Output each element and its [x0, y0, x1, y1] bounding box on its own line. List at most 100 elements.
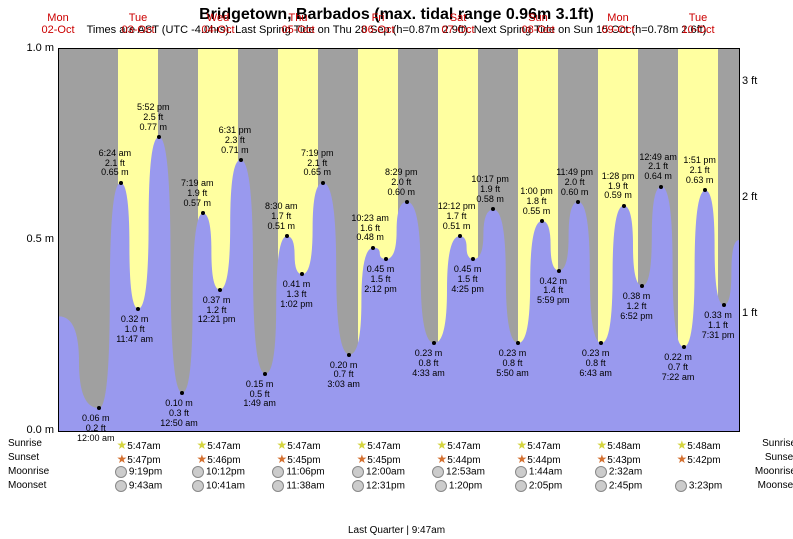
moonrise-label-left: Moonrise	[8, 466, 49, 477]
tide-label: 0.33 m1.1 ft7:31 pm	[702, 311, 735, 341]
moonrise-cell: 9:19pm	[101, 466, 176, 478]
sunrise-label-left: Sunrise	[8, 438, 42, 449]
tide-point	[321, 181, 325, 185]
tide-label: 12:12 pm1.7 ft0.51 m	[438, 202, 476, 232]
tide-point	[458, 234, 462, 238]
x-tick-day: Tue03-Oct	[108, 12, 168, 36]
tide-label: 0.38 m1.2 ft6:52 pm	[620, 292, 653, 322]
sunset-label-right: Sunset	[765, 452, 793, 463]
chart-footer: Last Quarter | 9:47am	[0, 525, 793, 536]
tide-label: 10:23 am1.6 ft0.48 m	[351, 214, 389, 244]
sunrise-cell: ★5:47am	[261, 438, 336, 452]
x-tick-day: Sat07-Oct	[428, 12, 488, 36]
sunset-cell: ★5:44pm	[421, 452, 496, 466]
tide-label: 0.20 m0.7 ft3:03 am	[327, 361, 360, 391]
moonset-cell: 2:05pm	[501, 480, 576, 492]
moonset-cell: 10:41am	[181, 480, 256, 492]
x-tick-day: Mon02-Oct	[28, 12, 88, 36]
sunset-cell: ★5:45pm	[261, 452, 336, 466]
tide-label: 6:31 pm2.3 ft0.71 m	[219, 126, 252, 156]
sunrise-cell: ★5:47am	[421, 438, 496, 452]
moonset-cell: 9:43am	[101, 480, 176, 492]
moonset-cell: 3:23pm	[661, 480, 736, 492]
sunset-cell: ★5:47pm	[101, 452, 176, 466]
tide-label: 8:30 am1.7 ft0.51 m	[265, 202, 298, 232]
tide-point	[218, 288, 222, 292]
tide-label: 7:19 am1.9 ft0.57 m	[181, 179, 214, 209]
tide-point	[557, 269, 561, 273]
tide-point	[622, 204, 626, 208]
tide-label: 7:19 pm2.1 ft0.65 m	[301, 149, 334, 179]
tide-label: 8:29 pm2.0 ft0.60 m	[385, 168, 418, 198]
x-tick-day: Fri06-Oct	[348, 12, 408, 36]
y-tick-left: 0.0 m	[24, 424, 54, 436]
tide-label: 0.23 m0.8 ft5:50 am	[496, 349, 529, 379]
tide-label: 0.45 m1.5 ft4:25 pm	[451, 265, 484, 295]
tide-point	[576, 200, 580, 204]
sunrise-cell: ★5:47am	[341, 438, 416, 452]
x-tick-day: Mon09-Oct	[588, 12, 648, 36]
tide-label: 10:17 pm1.9 ft0.58 m	[471, 175, 509, 205]
sunrise-cell: ★5:47am	[501, 438, 576, 452]
moonset-cell: 12:31pm	[341, 480, 416, 492]
tide-label: 0.45 m1.5 ft2:12 pm	[364, 265, 397, 295]
tide-point	[119, 181, 123, 185]
moonset-cell: 1:20pm	[421, 480, 496, 492]
sunset-cell: ★5:45pm	[341, 452, 416, 466]
moonrise-cell: 1:44am	[501, 466, 576, 478]
tide-label: 1:51 pm2.1 ft0.63 m	[683, 156, 716, 186]
tide-label: 6:24 am2.1 ft0.65 m	[99, 149, 132, 179]
sunrise-label-right: Sunrise	[762, 438, 793, 449]
x-tick-day: Sun08-Oct	[508, 12, 568, 36]
moonrise-label-right: Moonrise	[755, 466, 793, 477]
y-tick-right: 3 ft	[742, 75, 772, 87]
tide-point	[157, 135, 161, 139]
sunset-cell: ★5:46pm	[181, 452, 256, 466]
tide-label: 5:52 pm2.5 ft0.77 m	[137, 103, 170, 133]
y-tick-right: 2 ft	[742, 191, 772, 203]
plot-area: 0.06 m0.2 ft12:00 am6:24 am2.1 ft0.65 m0…	[58, 48, 740, 432]
y-tick-left: 0.5 m	[24, 233, 54, 245]
tide-point	[640, 284, 644, 288]
tide-point	[722, 303, 726, 307]
tide-label: 0.15 m0.5 ft1:49 am	[243, 380, 276, 410]
y-tick-left: 1.0 m	[24, 42, 54, 54]
tide-point	[136, 307, 140, 311]
sunset-cell: ★5:43pm	[581, 452, 656, 466]
moonset-cell: 11:38am	[261, 480, 336, 492]
tide-label: 1:28 pm1.9 ft0.59 m	[602, 172, 635, 202]
sunrise-cell: ★5:48am	[661, 438, 736, 452]
tide-label: 0.10 m0.3 ft12:50 am	[160, 399, 198, 429]
moonrise-cell: 11:06pm	[261, 466, 336, 478]
tide-label: 1:00 pm1.8 ft0.55 m	[520, 187, 553, 217]
x-tick-day: Tue10-Oct	[668, 12, 728, 36]
x-tick-day: Wed04-Oct	[188, 12, 248, 36]
tide-point	[659, 185, 663, 189]
y-tick-right: 1 ft	[742, 307, 772, 319]
tide-label: 0.32 m1.0 ft11:47 am	[116, 315, 153, 345]
x-tick-day: Thu05-Oct	[268, 12, 328, 36]
moonrise-cell: 2:32am	[581, 466, 656, 478]
tide-point	[239, 158, 243, 162]
tide-chart-container: Bridgetown, Barbados (max. tidal range 0…	[0, 0, 793, 539]
tide-label: 0.41 m1.3 ft1:02 pm	[280, 280, 313, 310]
moonset-label-right: Moonset	[758, 480, 793, 491]
moonrise-cell: 10:12pm	[181, 466, 256, 478]
tide-label: 0.22 m0.7 ft7:22 am	[662, 353, 695, 383]
tide-label: 0.42 m1.4 ft5:59 pm	[537, 277, 570, 307]
tide-label: 0.23 m0.8 ft6:43 am	[579, 349, 612, 379]
tide-point	[682, 345, 686, 349]
tide-label: 0.37 m1.2 ft12:21 pm	[198, 296, 236, 326]
sunrise-cell: ★5:48am	[581, 438, 656, 452]
moonset-label-left: Moonset	[8, 480, 46, 491]
sunset-label-left: Sunset	[8, 452, 39, 463]
sunrise-cell: ★5:47am	[181, 438, 256, 452]
tide-point	[180, 391, 184, 395]
tide-label: 12:49 am2.1 ft0.64 m	[639, 153, 677, 183]
sunrise-cell: ★5:47am	[101, 438, 176, 452]
sunset-cell: ★5:42pm	[661, 452, 736, 466]
tide-label: 11:49 pm2.0 ft0.60 m	[556, 168, 593, 198]
moonset-cell: 2:45pm	[581, 480, 656, 492]
moonrise-cell: 12:00am	[341, 466, 416, 478]
tide-label: 0.23 m0.8 ft4:33 am	[412, 349, 445, 379]
